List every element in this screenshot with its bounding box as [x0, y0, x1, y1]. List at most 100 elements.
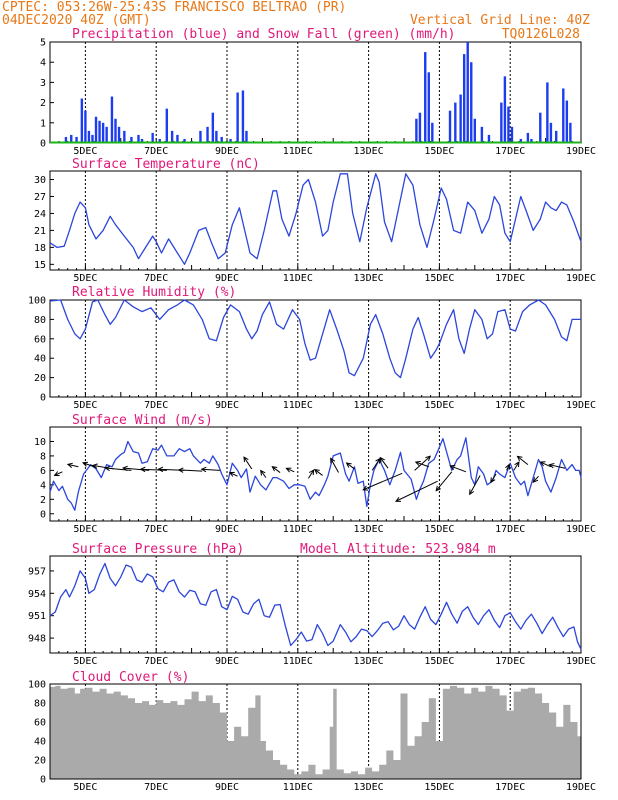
- plot-frame-top: [49, 683, 582, 780]
- wind-vector: [532, 475, 539, 483]
- x-tick-label: 13DEC: [354, 782, 384, 793]
- wind-vector-shaft: [450, 465, 467, 473]
- temperature-panel-title: Surface Temperature (nC): [72, 157, 260, 172]
- x-tick-label: 11DEC: [283, 782, 313, 793]
- wind-vector-head: [362, 485, 369, 491]
- precip-bar: [206, 126, 209, 143]
- wind-vector: [513, 461, 520, 471]
- wind-vector-shaft: [271, 466, 281, 473]
- wind-vector-head: [81, 461, 89, 467]
- precip-bar: [151, 132, 154, 143]
- wind-vector-head: [260, 469, 266, 476]
- precip-panel-title: Precipitation (blue) and Snow Fall (gree…: [72, 27, 456, 42]
- precip-bar: [123, 130, 126, 143]
- y-tick-label: 60: [34, 718, 46, 729]
- y-tick-label: 40: [34, 354, 46, 365]
- wind-vector: [371, 457, 381, 471]
- precip-bar: [170, 130, 174, 143]
- panel-2: 5DEC 7DEC 9DEC 11DEC 13DEC 15DEC 17DEC 19DEC 0 20…: [28, 296, 596, 412]
- wind-vector-head: [414, 460, 421, 467]
- x-tick-label: 15DEC: [424, 273, 454, 284]
- wind-vector-shaft: [201, 468, 220, 471]
- x-tick-label: 7DEC: [144, 524, 168, 535]
- x-tick-label: 19DEC: [566, 656, 596, 667]
- y-tick-label: 8: [40, 451, 46, 462]
- wind-vector: [505, 463, 510, 471]
- plot-frame: [49, 170, 582, 271]
- precip-bar: [94, 116, 98, 143]
- y-tick-label: 27: [34, 192, 46, 203]
- pressure-panel-title: Surface Pressure (hPa): [72, 542, 244, 557]
- wind-vector-shaft: [314, 469, 323, 476]
- wind-vector: [548, 463, 566, 469]
- y-tick-label: 24: [34, 209, 46, 220]
- precip-bar: [229, 138, 232, 143]
- x-tick-label: 7DEC: [144, 782, 168, 793]
- precip-bar: [91, 134, 94, 143]
- y-tick-label: 4: [40, 58, 46, 69]
- wind-vector: [307, 469, 315, 479]
- x-tick-label: 11DEC: [283, 656, 313, 667]
- x-tick-label: 13DEC: [354, 273, 384, 284]
- precip-bar: [114, 118, 117, 143]
- precip-bar: [462, 54, 466, 144]
- wind-vector-head: [435, 485, 441, 492]
- precip-bar: [80, 98, 84, 143]
- wind-vector-head: [505, 463, 510, 470]
- x-tick-label: 15DEC: [424, 146, 454, 157]
- precip-bar: [220, 136, 223, 143]
- precip-bar: [454, 102, 457, 143]
- wind-vector: [539, 461, 552, 468]
- wind-vector-head: [490, 477, 496, 484]
- x-tick-label: 15DEC: [424, 782, 454, 793]
- series-line: [49, 173, 582, 265]
- y-tick-label: 948: [28, 634, 46, 645]
- wind-vector-shaft: [435, 471, 453, 491]
- y-tick-label: 10: [34, 437, 46, 448]
- wind-vector: [243, 456, 253, 470]
- precip-bar: [75, 136, 78, 143]
- precip-bar: [470, 62, 473, 144]
- wind-vector-head: [66, 462, 73, 468]
- x-tick-label: 13DEC: [354, 146, 384, 157]
- y-tick-label: 2: [40, 495, 46, 506]
- wind-vector-head: [516, 455, 523, 462]
- precip-bar: [183, 138, 186, 143]
- x-tick-label: 11DEC: [283, 400, 313, 411]
- precip-bar: [565, 100, 569, 143]
- wind-vector-head: [514, 461, 520, 468]
- wind-vector-shaft: [54, 471, 63, 476]
- plot-frame: [49, 426, 582, 522]
- y-tick-label: 5: [40, 38, 46, 49]
- wind-vector-head: [539, 461, 546, 467]
- y-tick-label: 0: [40, 139, 46, 150]
- header-station-line: CPTEC: 053:26W-25:43S FRANCISCO BELTRAO …: [2, 0, 346, 15]
- precip-bar: [424, 52, 427, 143]
- precip-bar: [466, 42, 469, 143]
- y-tick-label: 957: [28, 566, 46, 577]
- y-tick-label: 18: [34, 243, 46, 254]
- x-tick-label: 17DEC: [495, 273, 525, 284]
- precip-bar: [431, 122, 434, 143]
- x-tick-label: 19DEC: [566, 273, 596, 284]
- precip-bar: [137, 134, 140, 143]
- wind-vector-shaft: [379, 457, 389, 469]
- x-tick-label: 11DEC: [283, 273, 313, 284]
- y-tick-label: 40: [34, 737, 46, 748]
- wind-vector-head: [228, 471, 235, 477]
- wind-vector-shaft: [517, 455, 529, 465]
- wind-vector-head: [104, 465, 111, 472]
- x-tick-label: 5DEC: [73, 524, 97, 535]
- wind-vector-head: [177, 467, 184, 473]
- precip-bar: [117, 126, 121, 143]
- precip-bar: [526, 132, 530, 143]
- wind-vector-shaft: [490, 473, 497, 483]
- wind-vector-shaft: [415, 461, 429, 468]
- precip-bar: [176, 134, 179, 143]
- wind-vector-head: [200, 466, 207, 473]
- x-tick-label: 19DEC: [566, 400, 596, 411]
- x-tick-label: 5DEC: [73, 782, 97, 793]
- wind-vector-shaft: [123, 467, 150, 471]
- precip-bar: [165, 108, 169, 143]
- x-tick-label: 17DEC: [495, 782, 525, 793]
